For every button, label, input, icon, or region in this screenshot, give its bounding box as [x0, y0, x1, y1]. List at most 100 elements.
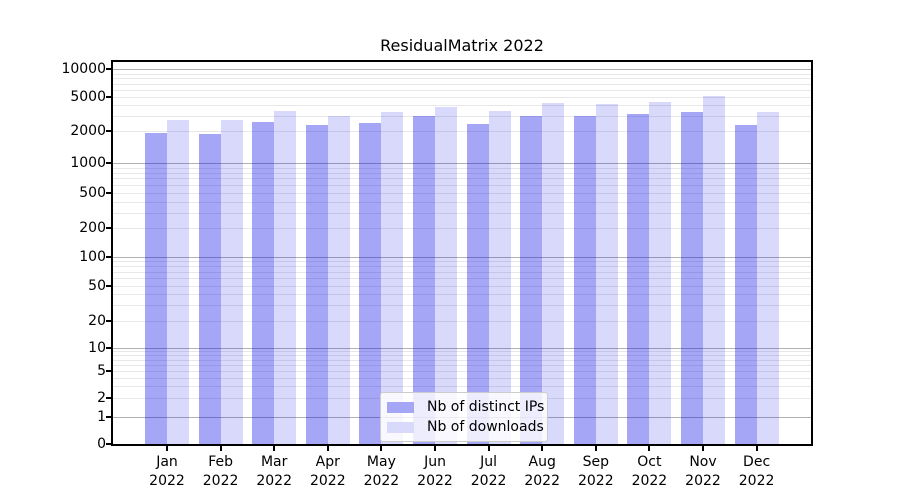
bar-downloads — [542, 102, 565, 444]
x-tick-label-line: Oct — [637, 454, 662, 470]
bar-distinct-ips — [145, 132, 167, 444]
bar-distinct-ips — [305, 124, 328, 444]
x-tick-label-line: Jan — [156, 454, 178, 470]
y-tick-mark — [106, 96, 112, 98]
y-tick-mark — [106, 370, 112, 372]
y-tick-mark — [106, 192, 112, 194]
y-tick-mark — [106, 416, 112, 418]
x-tick-label: Nov 2022 — [673, 453, 733, 491]
y-tick-mark — [106, 442, 112, 445]
minor-gridline — [113, 73, 811, 75]
minor-gridline — [113, 294, 811, 296]
bar-downloads — [595, 103, 618, 444]
bar-downloads — [274, 111, 297, 444]
x-tick-label: Dec 2022 — [727, 453, 787, 491]
x-tick-label-line: 2022 — [309, 473, 346, 489]
chart-title: ResidualMatrix 2022 — [380, 36, 544, 55]
minor-gridline — [113, 167, 811, 169]
legend-label-distinct-ips: Nb of distinct IPs — [427, 399, 545, 415]
minor-gridline — [113, 193, 811, 194]
y-tick-mark — [106, 162, 112, 164]
y-tick-label: 1000 — [70, 155, 106, 171]
x-tick-mark — [487, 446, 490, 451]
y-tick-label: 500 — [79, 185, 106, 201]
y-tick-mark — [106, 227, 112, 229]
minor-gridline — [113, 228, 811, 229]
minor-gridline — [113, 359, 811, 361]
x-tick-label-line: May — [366, 454, 396, 470]
x-tick-label-line: 2022 — [738, 473, 775, 489]
minor-gridline — [113, 105, 811, 107]
x-tick-mark — [541, 446, 544, 451]
bar-downloads — [220, 119, 243, 444]
y-tick-label: 200 — [79, 220, 106, 236]
bar-distinct-ips — [627, 114, 650, 444]
minor-gridline — [113, 172, 811, 174]
x-tick-mark — [702, 446, 704, 451]
x-tick-label-line: Feb — [208, 454, 233, 470]
x-tick-label-line: 2022 — [577, 473, 614, 489]
x-tick-label: Jan 2022 — [137, 453, 197, 491]
y-tick-label: 50 — [88, 277, 106, 294]
legend-item-downloads: Nb of downloads — [387, 419, 544, 435]
x-tick-label-line: Jul — [480, 454, 498, 470]
x-tick-mark — [326, 446, 329, 451]
minor-gridline — [113, 97, 811, 98]
x-tick-mark — [219, 446, 222, 451]
y-tick-mark — [106, 319, 112, 322]
minor-gridline — [113, 185, 811, 187]
legend-item-distinct-ips: Nb of distinct IPs — [387, 399, 544, 415]
x-tick-mark — [273, 446, 276, 451]
bar-distinct-ips — [466, 123, 489, 444]
y-tick-label: 2000 — [70, 122, 106, 139]
x-tick-label-line: 2022 — [631, 473, 668, 489]
y-tick-mark — [106, 68, 112, 70]
y-tick-mark — [106, 397, 112, 399]
minor-gridline — [113, 178, 811, 180]
x-tick-label: Mar 2022 — [244, 453, 304, 491]
minor-gridline — [113, 377, 811, 379]
x-tick-label-line: Nov — [689, 454, 717, 470]
x-tick-mark — [434, 446, 436, 451]
y-tick-label: 5000 — [70, 89, 106, 105]
y-tick-label: 2 — [97, 390, 106, 406]
x-tick-label: May 2022 — [351, 453, 411, 491]
x-tick-mark — [380, 446, 383, 451]
x-tick-label-line: Dec — [743, 454, 771, 470]
bar-downloads — [488, 111, 511, 444]
x-tick-label: Apr 2022 — [298, 453, 358, 491]
x-tick-mark — [166, 446, 168, 451]
bar-distinct-ips — [252, 121, 275, 444]
major-gridline — [113, 69, 811, 70]
minor-gridline — [113, 351, 811, 353]
bar-distinct-ips — [734, 125, 757, 444]
bar-downloads — [327, 115, 350, 444]
minor-gridline — [113, 266, 811, 268]
minor-gridline — [113, 115, 811, 117]
y-tick-label: 0 — [97, 435, 106, 452]
minor-gridline — [113, 83, 811, 85]
bar-downloads — [167, 120, 189, 444]
y-tick-label: 100 — [79, 249, 106, 265]
x-tick-label-line: 2022 — [363, 473, 400, 489]
minor-gridline — [113, 278, 811, 279]
minor-gridline — [113, 355, 811, 357]
bar-distinct-ips — [573, 116, 596, 444]
bar-downloads — [435, 106, 457, 444]
major-gridline — [113, 257, 811, 258]
x-tick-label-line: Sep — [582, 454, 609, 470]
x-tick-label-line: Mar — [260, 454, 288, 470]
x-tick-label-line: 2022 — [149, 473, 185, 489]
y-tick-mark — [106, 129, 112, 132]
legend: Nb of distinct IPs Nb of downloads — [380, 392, 548, 442]
minor-gridline — [113, 89, 811, 91]
minor-gridline — [113, 201, 811, 203]
major-gridline — [113, 163, 811, 164]
x-tick-mark — [594, 446, 597, 451]
bar-downloads — [703, 96, 725, 444]
x-tick-label: Feb 2022 — [191, 453, 251, 491]
x-tick-label-line: 2022 — [470, 473, 507, 489]
plot-area — [113, 62, 811, 444]
bar-downloads — [381, 112, 404, 444]
minor-gridline — [113, 261, 811, 263]
